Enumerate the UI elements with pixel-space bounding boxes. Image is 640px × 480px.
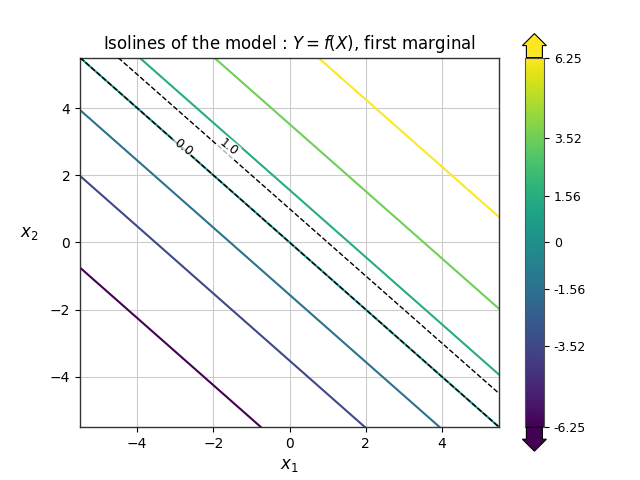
Text: 0.0: 0.0: [171, 136, 195, 158]
Y-axis label: $x_2$: $x_2$: [20, 225, 38, 242]
Title: Isolines of the model : $Y = f(X)$, first marginal: Isolines of the model : $Y = f(X)$, firs…: [103, 33, 476, 55]
X-axis label: $x_1$: $x_1$: [280, 456, 299, 474]
Text: 1.0: 1.0: [217, 136, 241, 158]
